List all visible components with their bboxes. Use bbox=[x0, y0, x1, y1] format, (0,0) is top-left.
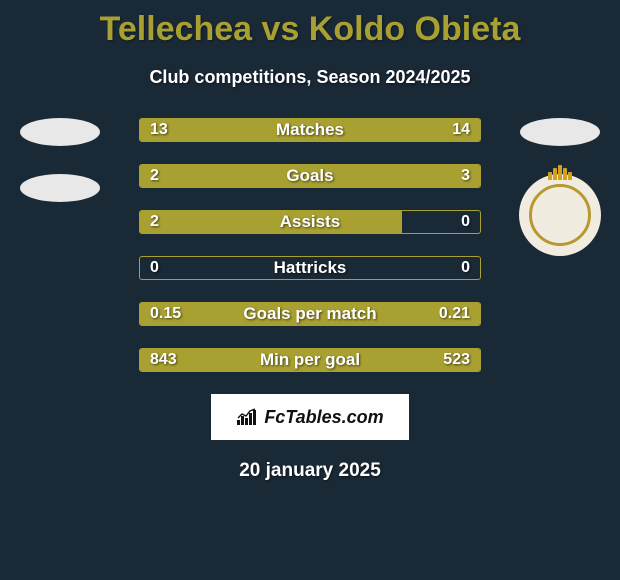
stat-label: Min per goal bbox=[140, 349, 480, 371]
subtitle: Club competitions, Season 2024/2025 bbox=[0, 67, 620, 88]
stat-label: Assists bbox=[140, 211, 480, 233]
player-avatar-placeholder bbox=[20, 118, 100, 146]
brand-text: FcTables.com bbox=[264, 407, 383, 428]
stat-value-right: 0 bbox=[451, 211, 480, 233]
player-avatar-placeholder bbox=[520, 118, 600, 146]
stat-row: 2Assists0 bbox=[139, 210, 481, 234]
club-badge-placeholder bbox=[20, 174, 100, 202]
stat-row: 0.15Goals per match0.21 bbox=[139, 302, 481, 326]
stat-label: Matches bbox=[140, 119, 480, 141]
stat-label: Hattricks bbox=[140, 257, 480, 279]
stat-row: 2Goals3 bbox=[139, 164, 481, 188]
club-badge-ring bbox=[529, 184, 591, 246]
fctables-icon bbox=[236, 408, 258, 426]
club-badge bbox=[519, 174, 601, 256]
stat-value-right: 3 bbox=[451, 165, 480, 187]
stat-value-right: 14 bbox=[442, 119, 480, 141]
brand-badge: FcTables.com bbox=[211, 394, 409, 440]
comparison-section: 13Matches142Goals32Assists00Hattricks00.… bbox=[0, 118, 620, 372]
stat-value-right: 0 bbox=[451, 257, 480, 279]
date-label: 20 january 2025 bbox=[0, 460, 620, 482]
player-right-column bbox=[520, 118, 600, 256]
stat-row: 0Hattricks0 bbox=[139, 256, 481, 280]
player-left-column bbox=[20, 118, 100, 202]
stat-row: 843Min per goal523 bbox=[139, 348, 481, 372]
stats-bars: 13Matches142Goals32Assists00Hattricks00.… bbox=[139, 118, 481, 372]
stat-value-right: 523 bbox=[433, 349, 480, 371]
stat-row: 13Matches14 bbox=[139, 118, 481, 142]
stat-value-right: 0.21 bbox=[429, 303, 480, 325]
crown-icon bbox=[546, 164, 574, 180]
stat-label: Goals bbox=[140, 165, 480, 187]
page-title: Tellechea vs Koldo Obieta bbox=[0, 0, 620, 49]
